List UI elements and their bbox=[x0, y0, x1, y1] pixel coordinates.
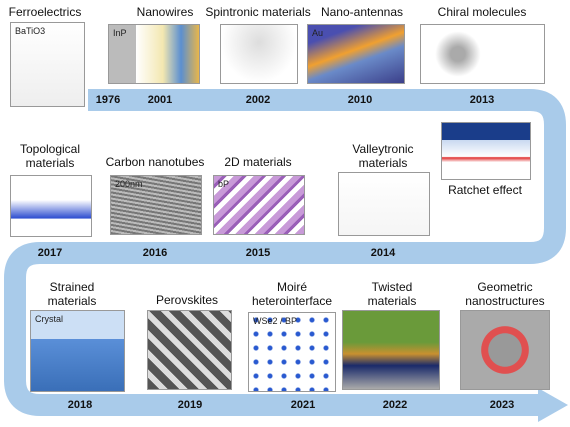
item-label: Topological materials bbox=[19, 142, 81, 170]
image-inset-text: bP bbox=[218, 179, 230, 189]
item-image: Crystal bbox=[30, 310, 125, 392]
item-image bbox=[342, 310, 440, 390]
image-inset-text: WSe2 / BP bbox=[253, 316, 298, 326]
item-image bbox=[441, 122, 531, 180]
item-label: Ferroelectrics bbox=[8, 5, 82, 19]
item-year: 2021 bbox=[290, 399, 316, 411]
item-year: 2015 bbox=[245, 247, 271, 259]
item-label: Spintronic materials bbox=[205, 5, 311, 19]
item-label: Twisted materials bbox=[367, 280, 417, 308]
item-year: 2022 bbox=[382, 399, 408, 411]
item-year: 1976 bbox=[95, 94, 121, 106]
item-image: bP bbox=[213, 175, 305, 235]
item-label: 2D materials bbox=[224, 155, 292, 169]
item-image: Au bbox=[307, 24, 405, 84]
image-inset-text: BaTiO3 bbox=[15, 26, 46, 36]
item-image bbox=[10, 175, 92, 237]
item-image bbox=[220, 24, 298, 84]
item-label: Ratchet effect bbox=[448, 183, 522, 197]
item-label: Nanowires bbox=[136, 5, 194, 19]
item-label: Perovskites bbox=[155, 293, 219, 307]
item-image: WSe2 / BP bbox=[248, 312, 336, 392]
item-label: Geometric nanostructures bbox=[465, 280, 545, 308]
band-path bbox=[4, 89, 566, 416]
item-label: Nano-antennas bbox=[320, 5, 404, 19]
item-year: 2019 bbox=[177, 399, 203, 411]
item-image bbox=[420, 24, 545, 84]
item-image: InP bbox=[108, 24, 200, 84]
item-image bbox=[460, 310, 550, 390]
item-year: 2018 bbox=[67, 399, 93, 411]
item-label: Valleytronic materials bbox=[352, 142, 414, 170]
item-year: 2023 bbox=[489, 399, 515, 411]
item-label: Carbon nanotubes bbox=[105, 155, 205, 169]
image-inset-text: Au bbox=[312, 28, 324, 38]
item-year: 2017 bbox=[37, 247, 63, 259]
item-image: 200nm bbox=[110, 175, 202, 235]
item-image: BaTiO3 bbox=[10, 22, 85, 107]
image-inset-text: Crystal bbox=[35, 314, 64, 324]
item-year: 2013 bbox=[469, 94, 495, 106]
item-year: 2014 bbox=[370, 247, 396, 259]
item-year: 2001 bbox=[147, 94, 173, 106]
item-year: 2016 bbox=[142, 247, 168, 259]
item-label: Moiré heterointerface bbox=[251, 280, 333, 308]
image-inset-text: 200nm bbox=[115, 179, 143, 189]
item-label: Chiral molecules bbox=[437, 5, 527, 19]
item-image bbox=[147, 310, 232, 390]
band-arrowhead bbox=[538, 388, 568, 422]
item-year: 2010 bbox=[347, 94, 373, 106]
image-inset-text: InP bbox=[113, 28, 127, 38]
item-year: 2002 bbox=[245, 94, 271, 106]
item-label: Strained materials bbox=[47, 280, 97, 308]
item-image bbox=[338, 172, 430, 236]
